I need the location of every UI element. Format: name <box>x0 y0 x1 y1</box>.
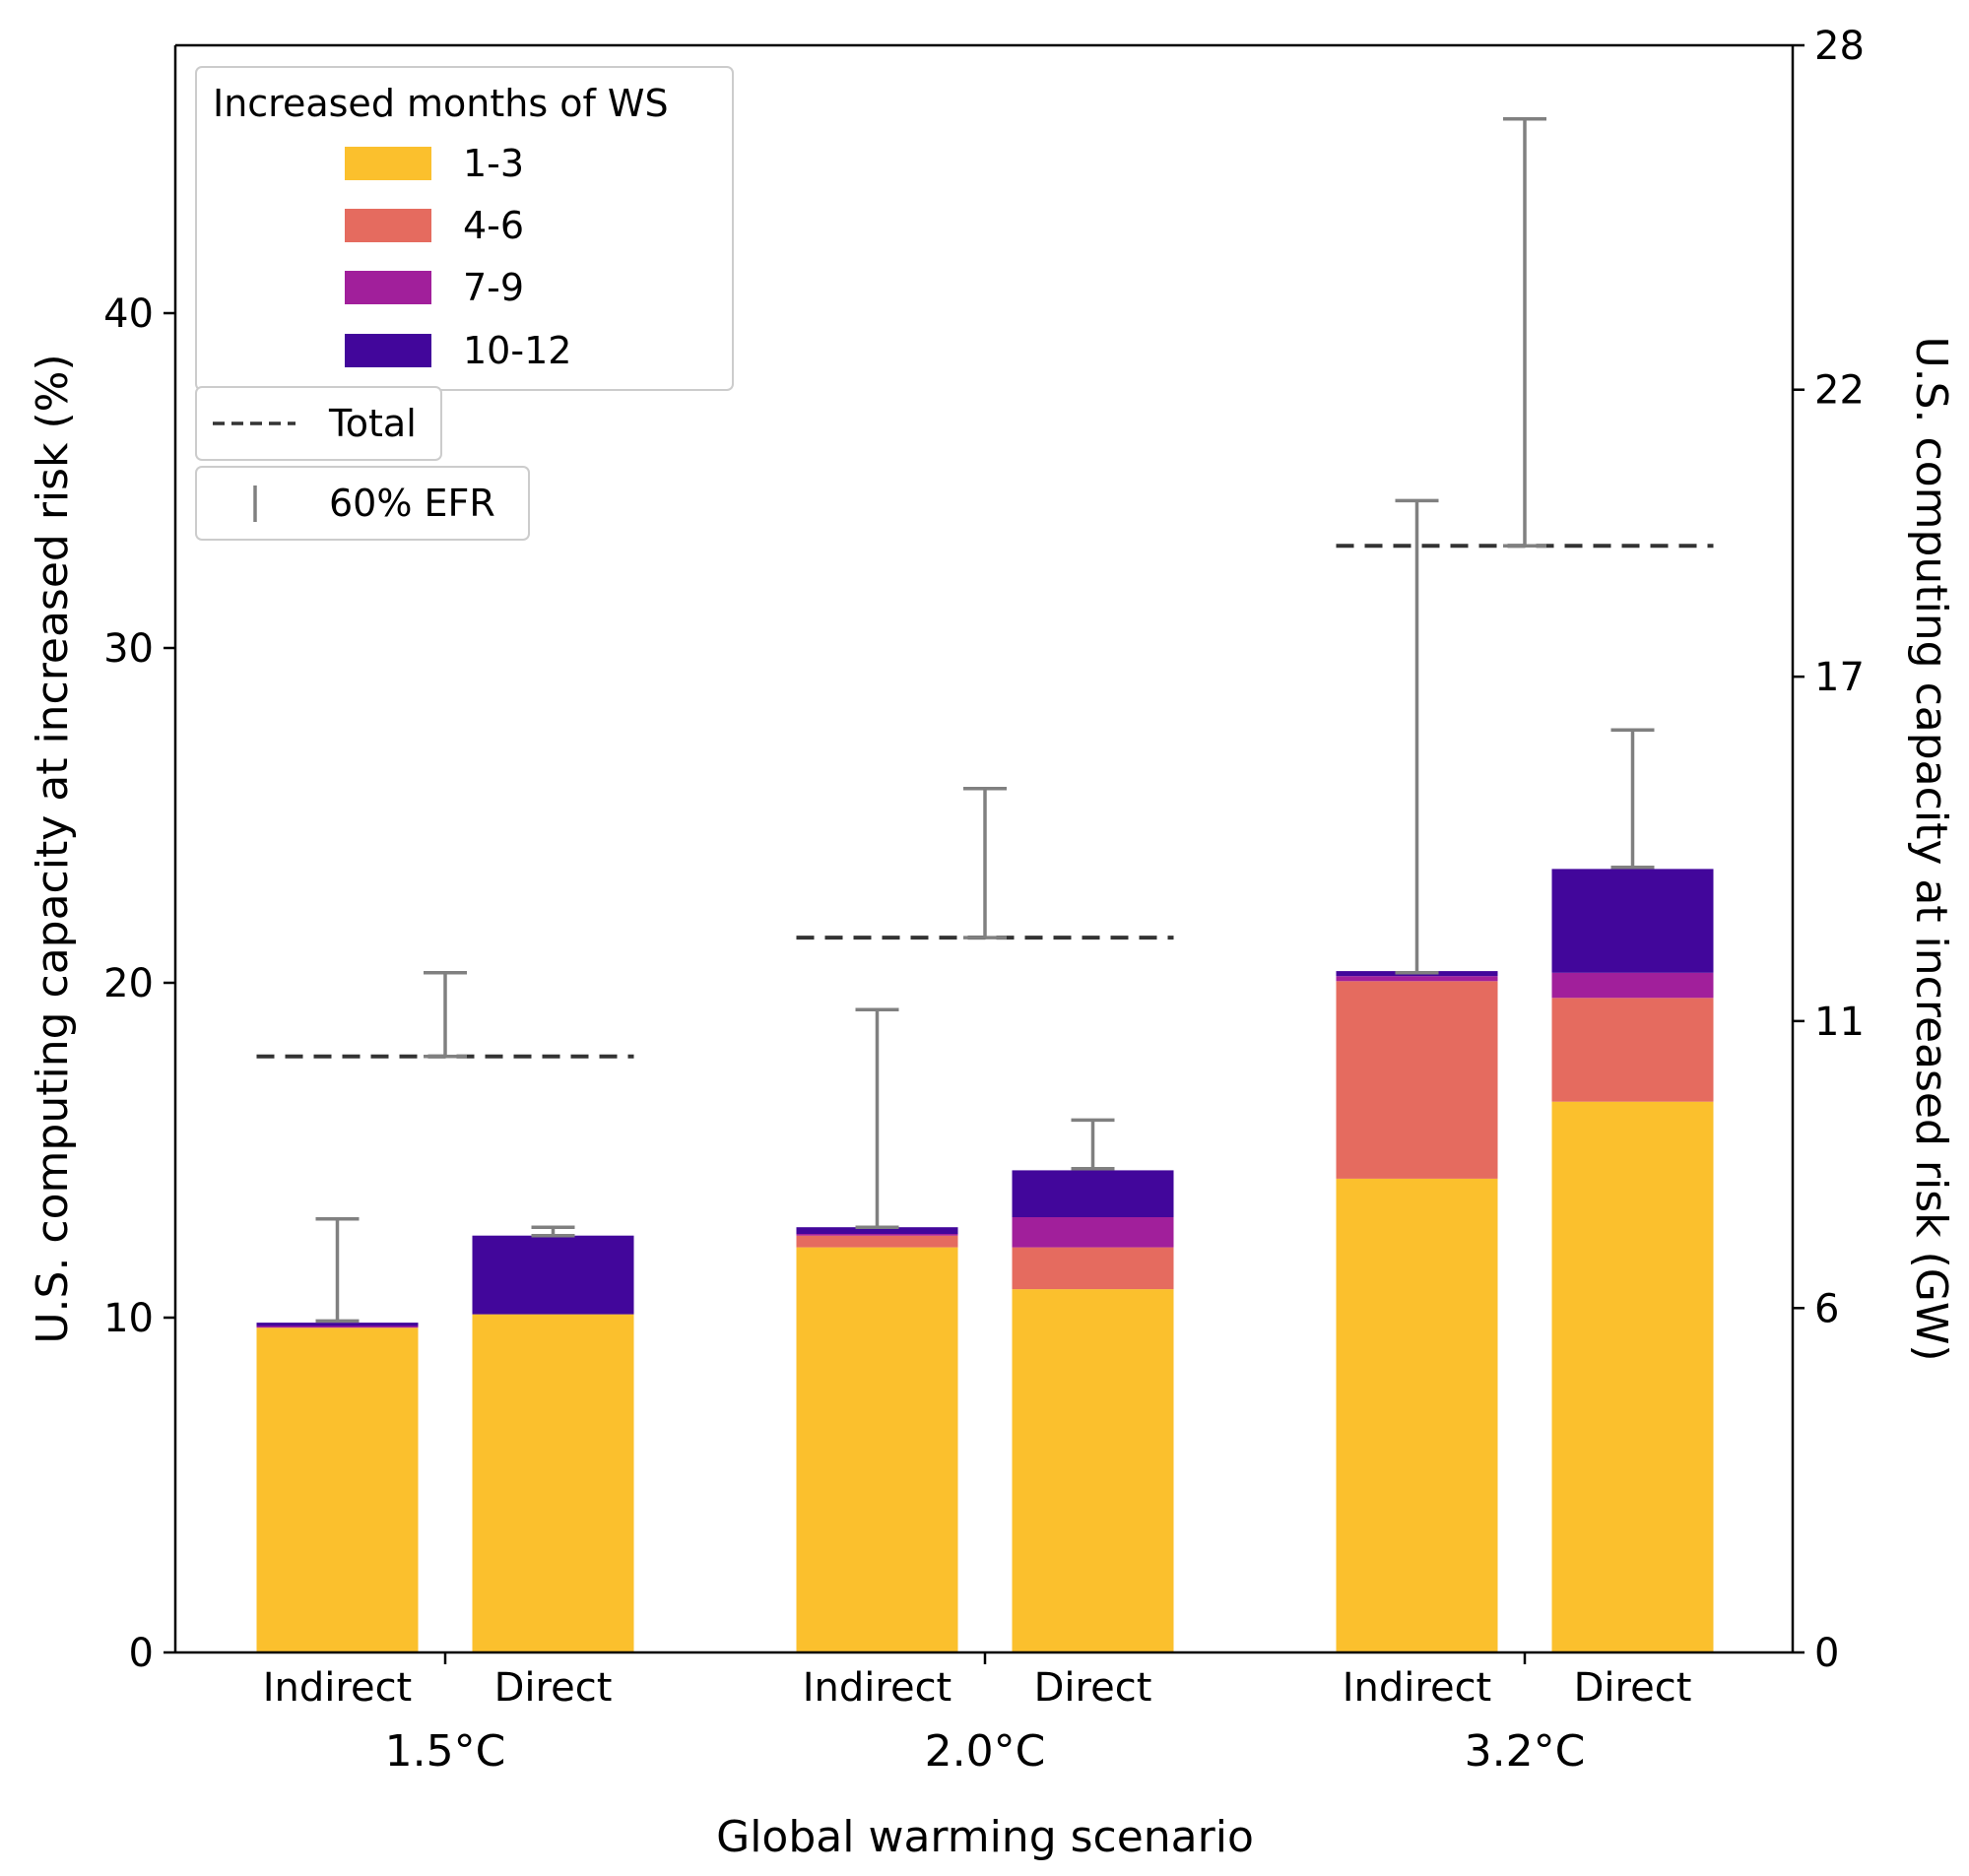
bar-segment-1-3 <box>1012 1289 1174 1652</box>
y-tick-label: 10 <box>103 1296 154 1341</box>
legend-swatch-4-6 <box>345 209 431 242</box>
y-right-tick-label: 28 <box>1814 24 1865 69</box>
x-category-label: Indirect <box>803 1665 952 1711</box>
bar-segment-1-3 <box>796 1247 958 1652</box>
bar-segment-7-9 <box>1012 1217 1174 1248</box>
bar-segment-7-9 <box>256 1326 419 1328</box>
x-group-label: 3.2°C <box>1465 1726 1586 1777</box>
x-group-label: 2.0°C <box>925 1726 1046 1777</box>
plot-area <box>256 117 1714 1652</box>
x-category-label: Direct <box>494 1665 613 1711</box>
bar-segment-10-12 <box>796 1227 958 1234</box>
bar-segment-7-9 <box>796 1234 958 1236</box>
x-category-label: Direct <box>1034 1665 1152 1711</box>
bar-segment-1-3 <box>472 1314 634 1652</box>
y-axis-title: U.S. computing capacity at increased ris… <box>28 354 78 1343</box>
x-axis-title: Global warming scenario <box>716 1812 1254 1862</box>
legend-label: 7-9 <box>463 266 524 309</box>
legend-efr-label: 60% EFR <box>329 482 495 525</box>
axes: 0 10 20 30 40 0 6 11 17 22 28 Indirect Direct 1.5°C In… <box>103 24 1865 1777</box>
y-right-tick-label: 6 <box>1814 1286 1839 1331</box>
y-right-tick-label: 22 <box>1814 368 1865 414</box>
legend-efr-box <box>195 466 530 541</box>
y-axis-right-title: U.S. computing capacity at increased ris… <box>1906 336 1956 1361</box>
y-right-tick-label: 11 <box>1814 1000 1865 1045</box>
legend-label: 10-12 <box>463 329 571 372</box>
bar-segment-10-12 <box>472 1235 634 1315</box>
y-tick-label: 30 <box>103 626 154 672</box>
y-tick-label: 20 <box>103 961 154 1006</box>
bar-segment-4-6 <box>1551 998 1714 1102</box>
bar-segment-7-9 <box>1551 972 1714 999</box>
legend-total-label: Total <box>328 402 417 445</box>
x-group-label: 1.5°C <box>385 1726 506 1777</box>
y-right-tick-label: 17 <box>1814 655 1865 700</box>
x-category-label: Direct <box>1574 1665 1692 1711</box>
legend-total-box <box>195 386 442 461</box>
legend-title: Increased months of WS <box>213 82 669 125</box>
bar-segment-10-12 <box>1551 869 1714 973</box>
bar-segment-1-3 <box>1551 1101 1714 1652</box>
legend-swatch-10-12 <box>345 334 431 367</box>
legend-swatch-1-3 <box>345 147 431 180</box>
y-right-tick-label: 0 <box>1814 1631 1839 1676</box>
bar-segment-10-12 <box>256 1323 419 1326</box>
bar-segment-7-9 <box>1336 976 1498 982</box>
legend: Increased months of WS Total 60% EFR 1-3… <box>195 66 734 541</box>
bar-segment-4-6 <box>796 1235 958 1248</box>
x-category-label: Indirect <box>1343 1665 1492 1711</box>
y-tick-label: 40 <box>103 291 154 337</box>
legend-label: 4-6 <box>463 204 524 247</box>
bar-segment-4-6 <box>1336 981 1498 1179</box>
bar-segment-10-12 <box>1012 1170 1174 1217</box>
y-tick-label: 0 <box>129 1631 154 1676</box>
legend-swatch-7-9 <box>345 271 431 304</box>
legend-label: 1-3 <box>463 142 524 185</box>
bar-segment-1-3 <box>256 1327 419 1652</box>
legend-box <box>195 66 734 391</box>
bar-segment-1-3 <box>1336 1178 1498 1652</box>
x-category-label: Indirect <box>263 1665 413 1711</box>
bar-segment-4-6 <box>1012 1247 1174 1290</box>
